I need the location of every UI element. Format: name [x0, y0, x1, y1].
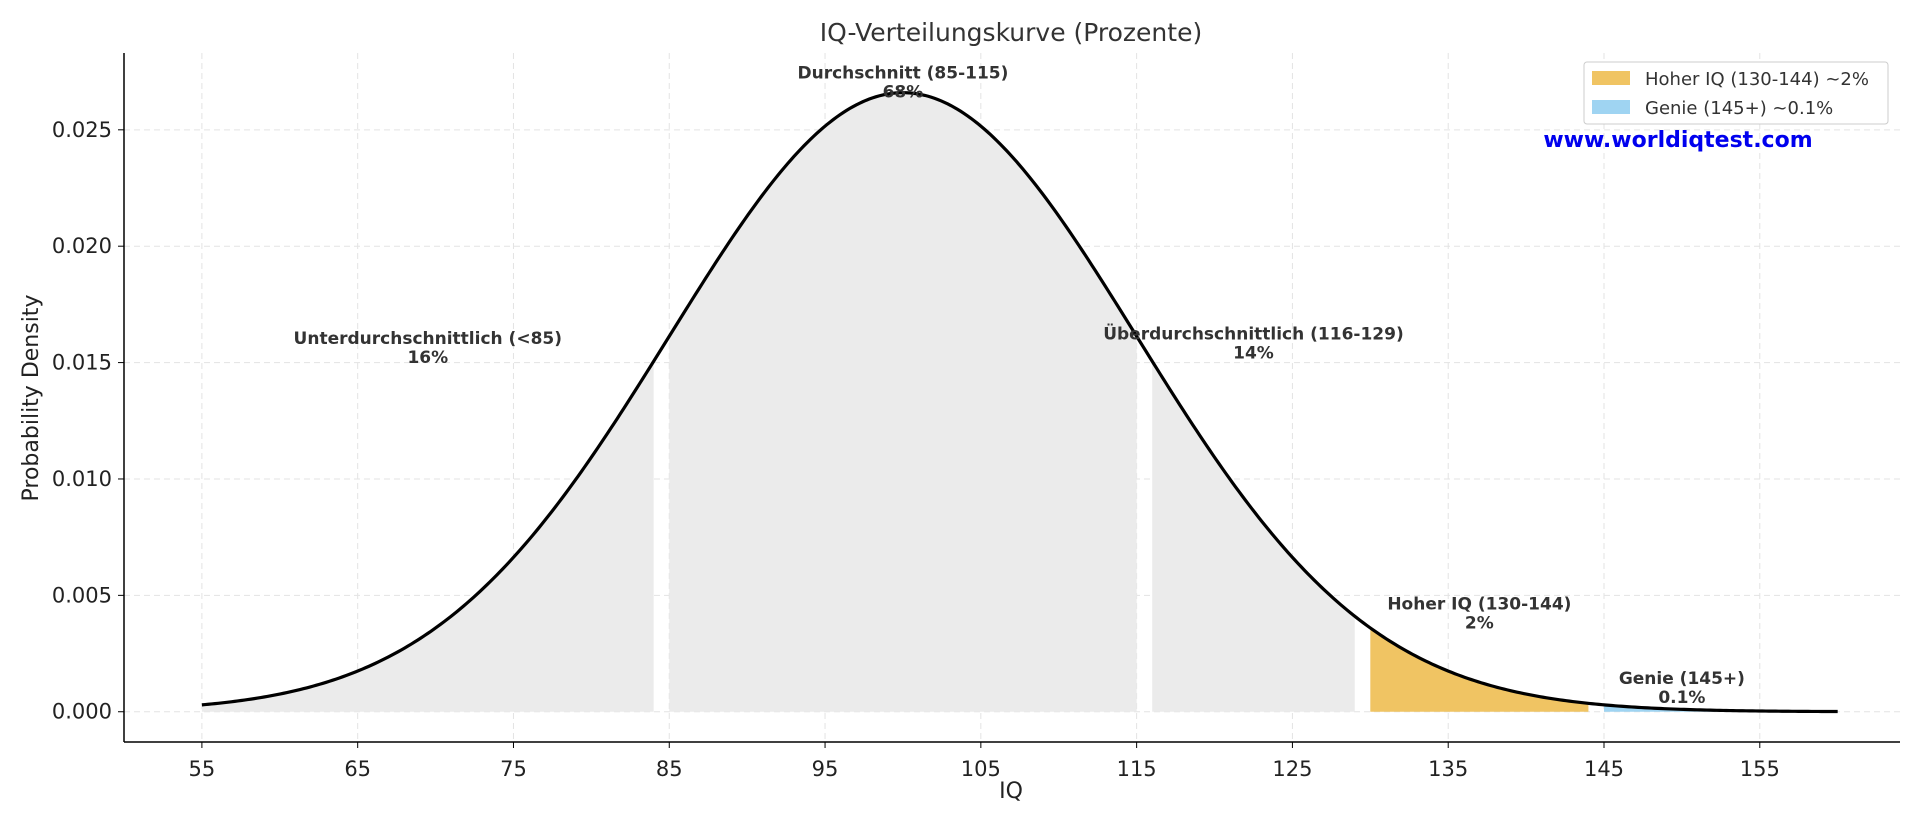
region-fill-0: [201, 361, 654, 712]
y-axis-label: Probability Density: [19, 295, 44, 502]
region-label-1: Durchschnitt (85-115): [797, 64, 1008, 84]
chart-title: IQ-Verteilungskurve (Prozente): [820, 18, 1202, 47]
region-label-3: Hoher IQ (130-144): [1387, 594, 1571, 614]
x-tick-label-10: 155: [1740, 757, 1780, 781]
y-tick-label-1: 0.005: [52, 583, 112, 607]
density-curve-line: [201, 91, 1838, 714]
x-tick-label-0: 55: [189, 757, 216, 781]
legend: Hoher IQ (130-144) ~2% Genie (145+) ~0.1…: [1583, 61, 1889, 125]
y-tick-label-4: 0.020: [52, 234, 112, 258]
x-tick-label-3: 85: [656, 757, 683, 781]
region-fill-3: [1370, 627, 1589, 712]
legend-swatch-high-iq: [1592, 71, 1630, 85]
x-tick-label-8: 135: [1428, 757, 1468, 781]
y-tick-label-2: 0.010: [52, 467, 112, 491]
region-label-0: Unterdurchschnittlich (<85): [294, 329, 562, 349]
x-tick-label-1: 65: [344, 757, 371, 781]
region-percent-1: 68%: [883, 83, 924, 103]
axes: 55 65 75 85 95 105 115 125 135 145 155 0.000 0.005 0.…: [52, 53, 1900, 781]
x-tick-label-2: 75: [500, 757, 527, 781]
region-percent-2: 14%: [1233, 343, 1274, 363]
legend-label-high-iq: Hoher IQ (130-144) ~2%: [1645, 69, 1869, 90]
region-annotations: Unterdurchschnittlich (<85)16% Durchschni…: [294, 64, 1745, 708]
x-tick-label-9: 145: [1584, 757, 1624, 781]
region-fill-2: [1152, 361, 1355, 712]
region-percent-0: 16%: [407, 348, 448, 368]
x-tick-label-6: 115: [1117, 757, 1157, 781]
y-tick-label-5: 0.025: [52, 118, 112, 142]
x-tick-label-7: 125: [1272, 757, 1312, 781]
legend-label-genius: Genie (145+) ~0.1%: [1645, 98, 1833, 119]
x-axis-label: IQ: [999, 779, 1023, 804]
x-tick-label-5: 105: [961, 757, 1001, 781]
y-tick-label-0: 0.000: [52, 700, 112, 724]
watermark-url: www.worldiqtest.com: [1543, 128, 1812, 153]
region-percent-3: 2%: [1465, 613, 1494, 633]
region-fills: [201, 92, 1838, 712]
region-fill-1: [669, 92, 1137, 712]
x-tick-label-4: 95: [812, 757, 839, 781]
region-label-4: Genie (145+): [1619, 669, 1745, 689]
region-percent-4: 0.1%: [1658, 688, 1705, 708]
region-label-2: Überdurchschnittlich (116-129): [1103, 322, 1404, 344]
y-tick-label-3: 0.015: [52, 351, 112, 375]
legend-swatch-genius: [1592, 100, 1630, 114]
density-curve: [201, 91, 1838, 714]
legend-box: [1583, 61, 1889, 125]
